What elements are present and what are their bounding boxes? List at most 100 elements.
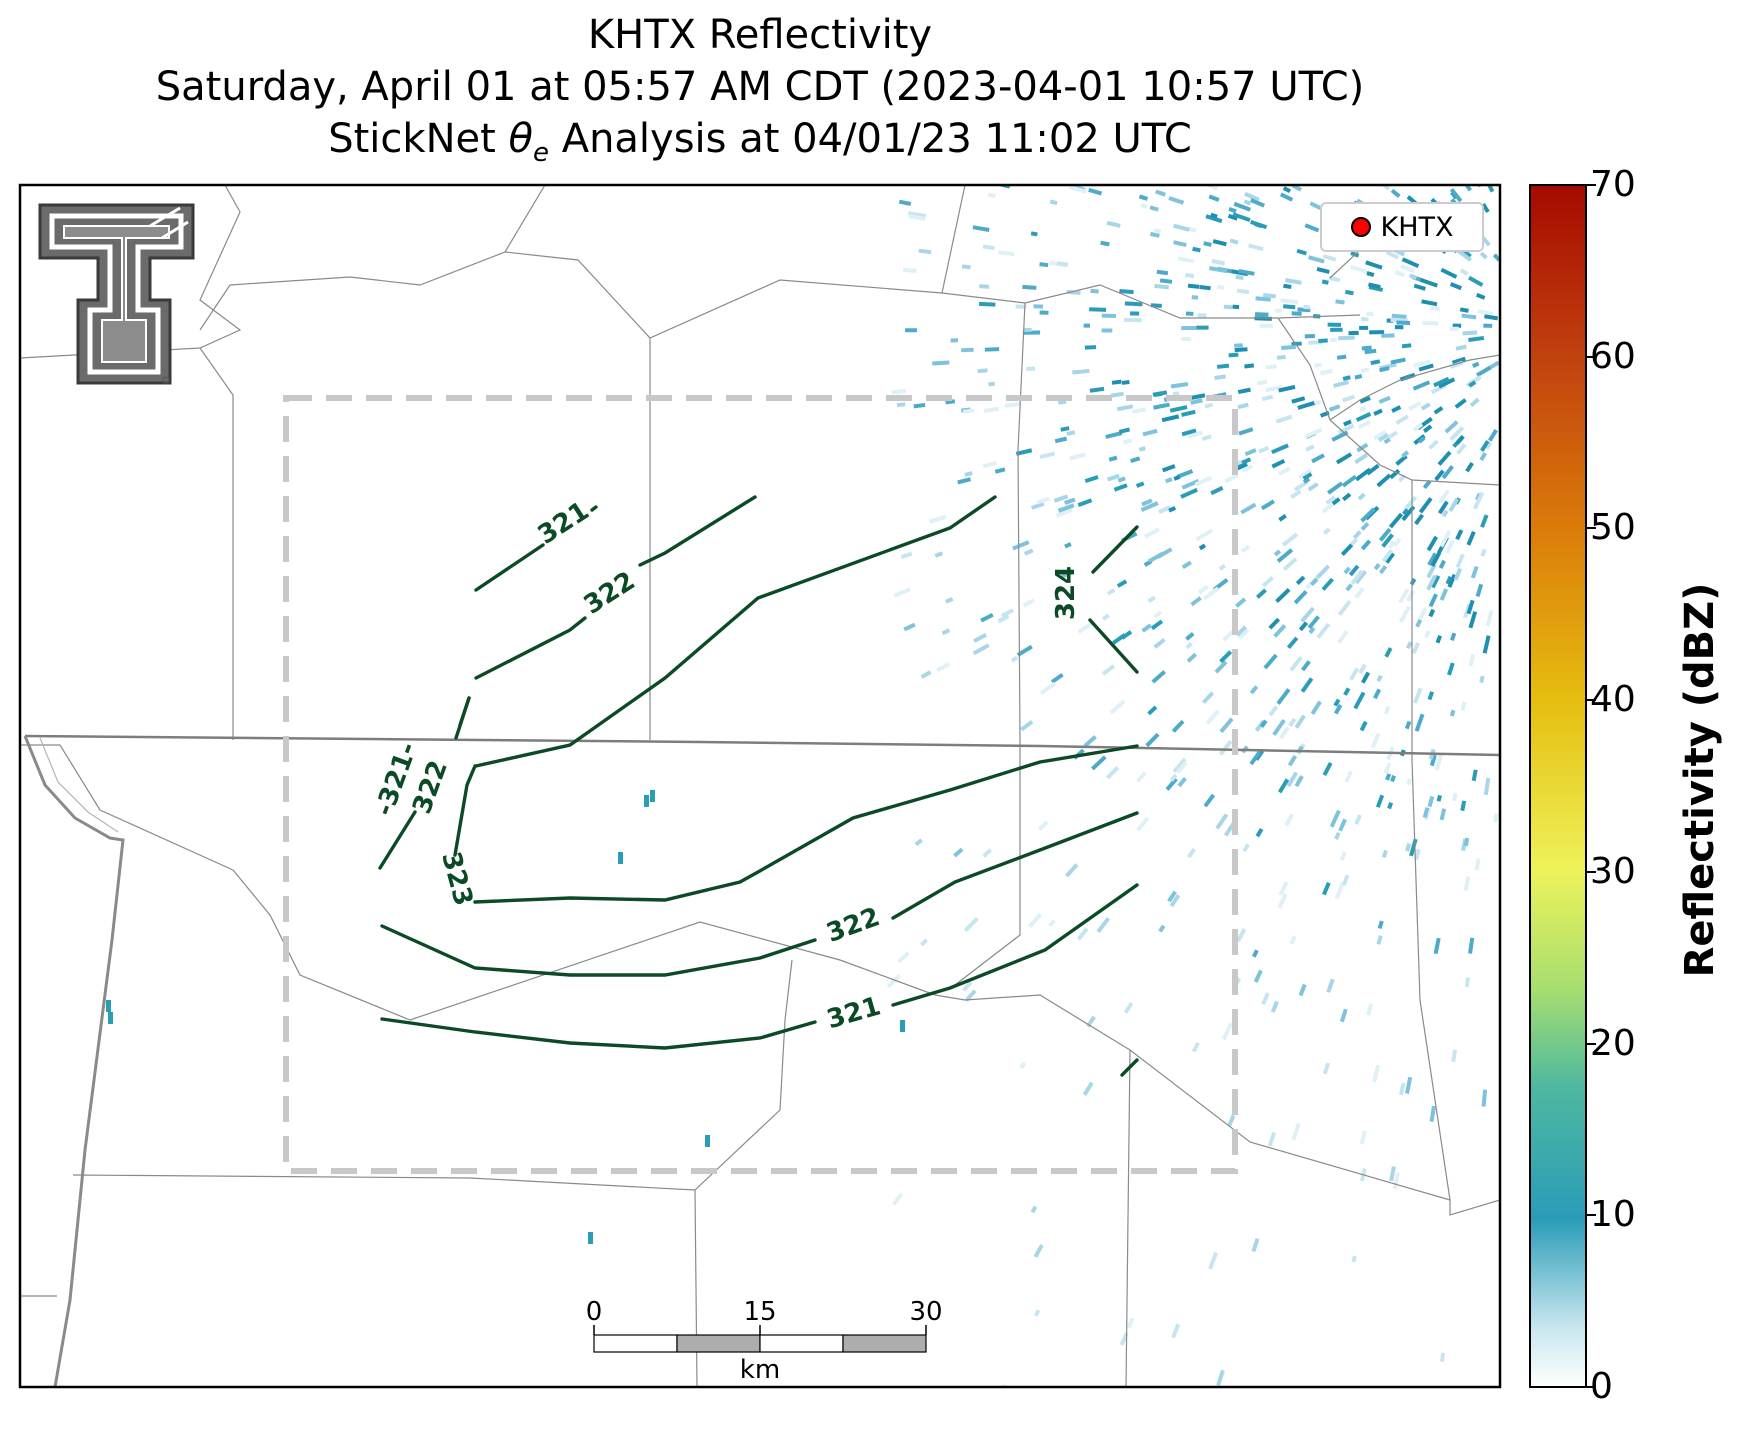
reflectivity-gate <box>1077 620 1095 634</box>
reflectivity-gate <box>1309 201 1322 211</box>
colorbar-tick-10: 10 <box>1590 1194 1636 1235</box>
reflectivity-gate <box>1300 677 1314 693</box>
reflectivity-gate <box>1343 566 1351 575</box>
reflectivity-gate <box>1418 497 1433 514</box>
reflectivity-gate <box>1249 685 1259 695</box>
reflectivity-gate <box>1190 398 1203 405</box>
reflectivity-gate <box>1215 813 1229 830</box>
reflectivity-gate <box>1414 513 1424 526</box>
reflectivity-gate <box>1291 396 1306 404</box>
reflectivity-gate <box>1060 569 1074 579</box>
reflectivity-gate <box>1343 687 1351 696</box>
reflectivity-gate <box>994 185 1011 189</box>
reflectivity-gate <box>1283 304 1296 310</box>
contour-324-b <box>1088 618 1139 674</box>
reflectivity-gate <box>1259 719 1268 728</box>
reflectivity-gate <box>1181 336 1191 342</box>
reflectivity-gate <box>1022 598 1035 608</box>
reflectivity-gate <box>1083 735 1097 748</box>
reflectivity-gate <box>1376 473 1392 488</box>
reflectivity-gate <box>1413 283 1426 291</box>
reflectivity-gate <box>1089 307 1107 312</box>
reflectivity-gate <box>1171 719 1185 733</box>
reflectivity-gate <box>1308 255 1325 264</box>
reflectivity-gate <box>1471 769 1478 782</box>
scalebar-unit: km <box>739 1355 781 1385</box>
reflectivity-gate <box>1191 295 1199 300</box>
reflectivity-gate <box>920 670 932 679</box>
contour-label-322-north: 322 <box>579 566 641 621</box>
reflectivity-gate <box>1389 468 1401 480</box>
reflectivity-gate <box>1390 188 1401 198</box>
reflectivity-gate <box>1121 380 1130 385</box>
reflectivity-gate <box>1475 365 1492 377</box>
reflectivity-gate <box>1176 469 1194 479</box>
reflectivity-gate <box>1060 426 1070 432</box>
reflectivity-gate <box>1322 762 1333 777</box>
reflectivity-echoes <box>106 185 1500 1387</box>
reflectivity-gate <box>984 347 1000 352</box>
reflectivity-gate <box>1012 540 1030 551</box>
reflectivity-gate <box>1291 341 1302 347</box>
reflectivity-gate <box>1428 593 1438 608</box>
reflectivity-gate <box>1429 754 1437 767</box>
reflectivity-gate <box>1376 935 1383 945</box>
reflectivity-gate <box>1169 773 1178 782</box>
reflectivity-gate <box>936 662 951 673</box>
reflectivity-gate <box>1261 576 1274 588</box>
reflectivity-gate <box>1354 453 1369 465</box>
reflectivity-gate <box>1335 299 1345 305</box>
reflectivity-gate <box>1255 828 1264 838</box>
reflectivity-gate <box>1050 672 1064 684</box>
reflectivity-gate <box>1287 755 1297 767</box>
reflectivity-gate <box>1360 522 1370 531</box>
reflectivity-gate <box>1307 615 1320 630</box>
reflectivity-gate <box>1203 793 1216 808</box>
colorbar-label: Reflectivity (dBZ) <box>1677 582 1723 978</box>
reflectivity-gate <box>1232 304 1240 310</box>
reflectivity-gate <box>982 848 993 858</box>
reflectivity-gate <box>962 980 973 992</box>
reflectivity-gate <box>1338 335 1355 341</box>
colorbar-tick-20: 20 <box>1590 1023 1636 1064</box>
reflectivity-gate <box>1251 1238 1260 1253</box>
reflectivity-gate <box>1145 732 1160 748</box>
reflectivity-gate <box>1279 726 1290 740</box>
reflectivity-gate <box>932 360 950 366</box>
reflectivity-gate <box>1357 419 1371 430</box>
reflectivity-gate <box>1378 395 1391 404</box>
reflectivity-gate <box>1459 307 1469 313</box>
reflectivity-gate <box>1254 312 1269 317</box>
reflectivity-gate <box>1069 452 1086 461</box>
reflectivity-gate <box>1303 304 1311 310</box>
reflectivity-gate <box>1242 843 1250 853</box>
reflectivity-gate <box>1345 583 1353 592</box>
scalebar-tick-30: 30 <box>909 1297 943 1327</box>
contour-324-a <box>1091 525 1139 574</box>
reflectivity-gate <box>1359 720 1368 732</box>
reflectivity-gate <box>1296 248 1307 256</box>
reflectivity-gate <box>902 267 917 273</box>
reflectivity-gate <box>1039 451 1056 459</box>
reflectivity-gate <box>1337 423 1355 435</box>
reflectivity-gate <box>1472 491 1485 510</box>
reflectivity-gate <box>1388 512 1404 529</box>
reflectivity-gate <box>1361 345 1372 351</box>
reflectivity-gate <box>963 916 979 933</box>
reflectivity-gate <box>1475 292 1486 300</box>
reflectivity-gate <box>1409 838 1418 857</box>
reflectivity-gate <box>893 587 911 598</box>
reflectivity-gate <box>1469 397 1480 408</box>
contour-322-south-a <box>380 924 817 977</box>
contour-321-north-a <box>474 543 545 592</box>
reflectivity-gate <box>1015 304 1027 309</box>
reflectivity-gate <box>1140 203 1148 209</box>
reflectivity-gate <box>1273 624 1287 638</box>
reflectivity-gate <box>1022 284 1037 290</box>
reflectivity-gate <box>1326 978 1335 993</box>
reflectivity-gate <box>1240 502 1257 515</box>
reflectivity-gate <box>1275 414 1293 424</box>
reflectivity-gate <box>1339 1008 1348 1023</box>
reflectivity-gate <box>1302 472 1313 481</box>
reflectivity-gate <box>1480 548 1487 557</box>
